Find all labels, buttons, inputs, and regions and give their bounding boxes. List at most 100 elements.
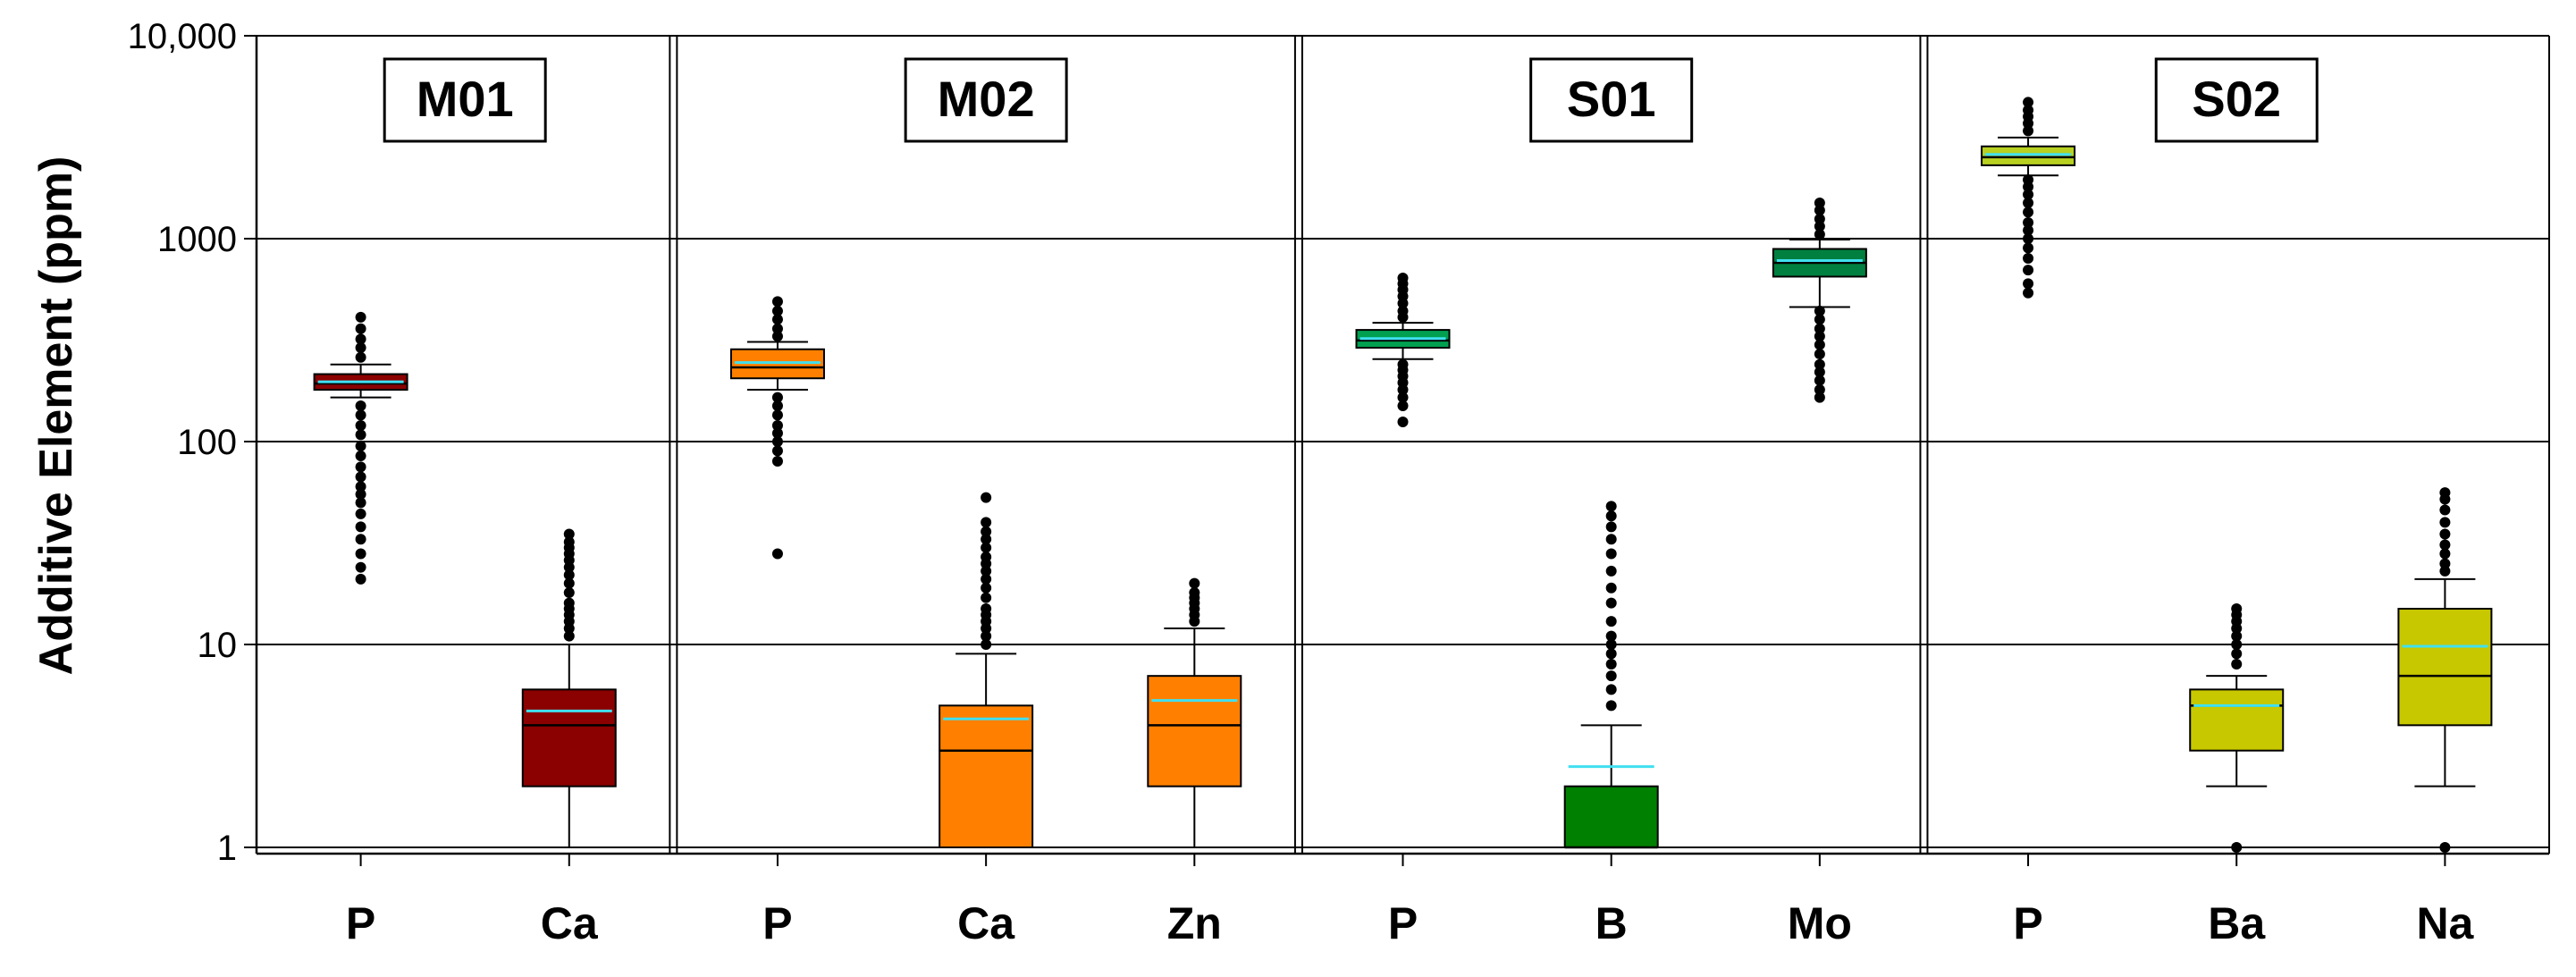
outlier-point [2023, 189, 2034, 200]
axes: 1 10 100 1000 10,000 P Ca P Ca Zn P B Mo P Ba Na [128, 17, 2550, 948]
panel-title: S02 [2192, 71, 2281, 127]
category-label: Ca [541, 898, 599, 948]
outlier-point [355, 429, 366, 441]
outlier-point [1605, 534, 1617, 545]
outlier-point [2439, 517, 2451, 528]
outlier-point [1397, 417, 1409, 428]
outlier-point [355, 342, 366, 354]
box-M02-P [729, 296, 825, 560]
outlier-point [1605, 648, 1617, 660]
box-body [2397, 608, 2493, 727]
outlier-point [1605, 597, 1617, 609]
outlier-point [355, 461, 366, 473]
outlier-point [2439, 558, 2451, 569]
outlier-point [771, 427, 783, 439]
outlier-point [771, 400, 783, 412]
outlier-point [355, 561, 366, 573]
outlier-point [355, 311, 366, 323]
panel-title-box [904, 57, 1068, 143]
outlier-point [355, 497, 366, 509]
outlier-point [2231, 639, 2243, 650]
category-label: P [1388, 898, 1418, 948]
outlier-point [563, 587, 575, 599]
box-body [1981, 145, 2076, 166]
outlier-point [1605, 700, 1617, 712]
category-label: Mo [1788, 898, 1852, 948]
outlier-point [355, 548, 366, 560]
outlier-point [981, 603, 992, 615]
panel-title: S01 [1567, 71, 1656, 127]
outlier-point [2439, 565, 2451, 577]
gridlines [257, 238, 2549, 848]
box-S01-P [1355, 272, 1451, 428]
outlier-point [2023, 242, 2034, 254]
outlier-point [355, 420, 366, 432]
box-M02-Ca [939, 492, 1034, 848]
outlier-point [1605, 630, 1617, 642]
outlier-point [1605, 639, 1617, 650]
outlier-point [2231, 842, 2243, 853]
outlier-point [2023, 278, 2034, 290]
outlier-point [981, 639, 992, 650]
outlier-point [1605, 548, 1617, 560]
outlier-point [1605, 510, 1617, 522]
outlier-point [981, 552, 992, 563]
outlier-point [355, 441, 366, 452]
outlier-point [2439, 539, 2451, 551]
outlier-point [771, 392, 783, 403]
outlier-point [1605, 501, 1617, 512]
outlier-point [2023, 105, 2034, 116]
outlier-point [771, 420, 783, 432]
category-label: Zn [1167, 898, 1222, 948]
outlier-point [1814, 375, 1825, 386]
outlier-point [2231, 603, 2243, 615]
outlier-point [1814, 349, 1825, 360]
outlier-point [355, 351, 366, 363]
outlier-point [771, 548, 783, 560]
outlier-point [1814, 331, 1825, 342]
box-S02-Ba [2189, 603, 2285, 853]
outlier-point [1397, 400, 1409, 412]
outlier-point [1605, 582, 1617, 594]
outlier-point [355, 451, 366, 462]
box-M01-P [313, 311, 408, 585]
outlier-point [355, 471, 366, 483]
outlier-point [2023, 252, 2034, 264]
outlier-point [1814, 229, 1825, 240]
panels: M01 M02 S01 S02 [383, 36, 2319, 854]
panel-title-box [2154, 57, 2319, 143]
category-label: P [346, 898, 375, 948]
outlier-point [355, 481, 366, 493]
box-M02-Zn [1147, 577, 1242, 848]
outlier-point [355, 521, 366, 533]
outlier-point [2231, 648, 2243, 660]
outlier-point [1605, 670, 1617, 682]
boxes [313, 97, 2493, 853]
outlier-point [1814, 305, 1825, 316]
outlier-point [1397, 305, 1409, 316]
outlier-point [771, 331, 783, 342]
box-S02-P [1981, 97, 2076, 299]
outlier-point [771, 296, 783, 307]
outlier-point [1814, 366, 1825, 378]
outlier-point [563, 630, 575, 642]
outlier-point [1814, 384, 1825, 396]
category-label: Ca [957, 898, 1015, 948]
outlier-point [1189, 577, 1200, 589]
outlier-point [2023, 233, 2034, 244]
outlier-point [1605, 616, 1617, 627]
outlier-point [355, 534, 366, 545]
outlier-point [355, 333, 366, 345]
outlier-point [2023, 217, 2034, 229]
panel-title: M02 [938, 71, 1035, 127]
outlier-point [2023, 224, 2034, 236]
outlier-point [981, 573, 992, 585]
box-body [521, 688, 617, 787]
outlier-point [771, 445, 783, 457]
category-label: B [1595, 898, 1628, 948]
y-tick-label: 1 [217, 829, 237, 868]
category-label: P [2013, 898, 2042, 948]
outlier-point [2231, 658, 2243, 670]
box-body [1147, 675, 1242, 787]
outlier-point [1814, 314, 1825, 325]
